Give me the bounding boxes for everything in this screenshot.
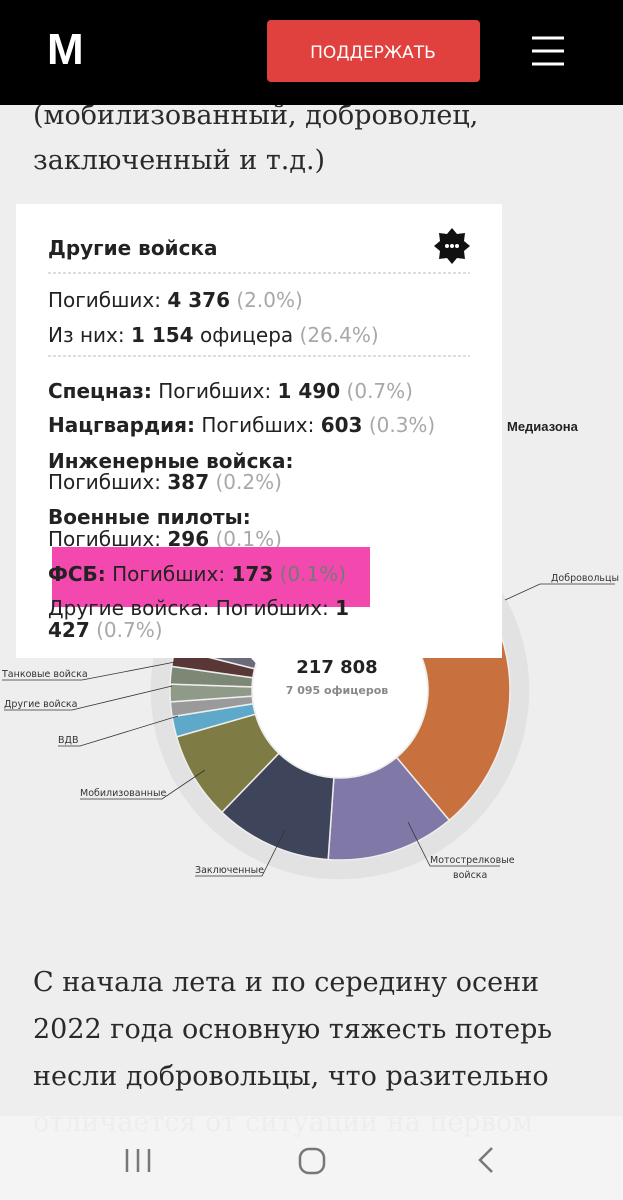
label: Погибших: xyxy=(112,562,225,586)
row-name: Инженерные войска: xyxy=(48,449,294,473)
segment-label: Мобилизованные xyxy=(80,788,166,799)
segment-label: Мотострелковые xyxy=(430,855,515,866)
label: Погибших: xyxy=(48,288,161,312)
nav-home[interactable] xyxy=(298,1147,326,1175)
body-line: С начала лета и по середину осени xyxy=(33,967,539,998)
leader-line xyxy=(4,685,173,711)
percent: (26.4%) xyxy=(300,323,379,347)
label: Погибших: xyxy=(216,596,329,620)
total-line: Погибших: 4 376 (2.0%) xyxy=(48,288,303,312)
body-line: 2022 года основную тяжесть потерь xyxy=(33,1014,552,1045)
label: Погибших: xyxy=(158,379,271,403)
mz-icon xyxy=(434,228,470,264)
value: 4 376 xyxy=(167,288,230,312)
menu-button[interactable] xyxy=(532,36,564,66)
suffix: офицера xyxy=(200,323,293,347)
logo[interactable]: M xyxy=(47,25,84,74)
row: Погибших: 387 (0.2%) xyxy=(48,470,282,494)
row: Спецназ: Погибших: 1 490 (0.7%) xyxy=(48,379,413,403)
body-line: несли добровольцы, что разительно xyxy=(33,1061,549,1092)
nav-bar xyxy=(0,1116,623,1200)
percent: (0.7%) xyxy=(96,618,162,642)
center-officers: 7 095 офицеров xyxy=(286,684,388,697)
value: 387 xyxy=(167,470,209,494)
percent: (2.0%) xyxy=(236,288,302,312)
row-name: Военные пилоты: xyxy=(48,505,251,529)
name: ФСБ: xyxy=(48,562,106,586)
row: Нацгвардия: Погибших: 603 (0.3%) xyxy=(48,413,435,437)
value: 1 490 xyxy=(278,379,341,403)
nav-recent[interactable] xyxy=(125,1149,151,1172)
leader-line xyxy=(2,661,176,681)
value: 1 xyxy=(335,596,349,620)
value: 1 154 xyxy=(131,323,194,347)
intro-line: заключенный и т.д.) xyxy=(33,145,325,176)
leader-line xyxy=(195,829,286,877)
officers-line: Из них: 1 154 офицера (26.4%) xyxy=(48,323,379,347)
segment-label: Добровольцы xyxy=(551,573,619,584)
leader-line xyxy=(407,821,500,867)
percent: (0.7%) xyxy=(347,379,413,403)
tooltip-title: Другие войска xyxy=(48,236,218,260)
percent: (0.3%) xyxy=(369,413,435,437)
highlight xyxy=(52,547,370,607)
support-button-label[interactable]: ПОДДЕРЖАТЬ xyxy=(310,43,436,63)
tooltip-pointer xyxy=(250,657,274,670)
label: Погибших: xyxy=(48,470,161,494)
segment-label: Танковые войска xyxy=(1,669,88,680)
row: 427 (0.7%) xyxy=(48,618,163,642)
chart-source: Медиазона xyxy=(507,419,579,434)
support-button[interactable] xyxy=(267,20,480,82)
name: Спецназ: xyxy=(48,379,152,403)
segment-label: ВДВ xyxy=(58,735,78,746)
leader-line xyxy=(80,769,206,800)
leader-line xyxy=(58,715,179,747)
segment-label: Другие войска xyxy=(4,699,77,710)
name: Нацгвардия: xyxy=(48,413,195,437)
leader-line xyxy=(504,583,615,601)
percent: (0.2%) xyxy=(215,470,281,494)
row: Другие войска: Погибших: 1 xyxy=(48,596,349,620)
intro-line: (мобилизованный, доброволец, xyxy=(33,100,478,131)
tooltip: Другие войска Погибших: 4 376 (2.0%) Из … xyxy=(16,204,502,670)
row: ФСБ: Погибших: 173 (0.1%) xyxy=(48,562,346,586)
value: 173 xyxy=(231,562,273,586)
segment-label: войска xyxy=(453,870,487,881)
label: Погибших: xyxy=(201,413,314,437)
name: Другие войска: xyxy=(48,596,209,620)
nav-back[interactable] xyxy=(478,1147,493,1173)
percent: (0.1%) xyxy=(280,562,346,586)
segment-label: Заключенные xyxy=(195,865,264,876)
value: 603 xyxy=(321,413,363,437)
center-total: 217 808 xyxy=(296,657,377,678)
value: 427 xyxy=(48,618,90,642)
label: Из них: xyxy=(48,323,125,347)
